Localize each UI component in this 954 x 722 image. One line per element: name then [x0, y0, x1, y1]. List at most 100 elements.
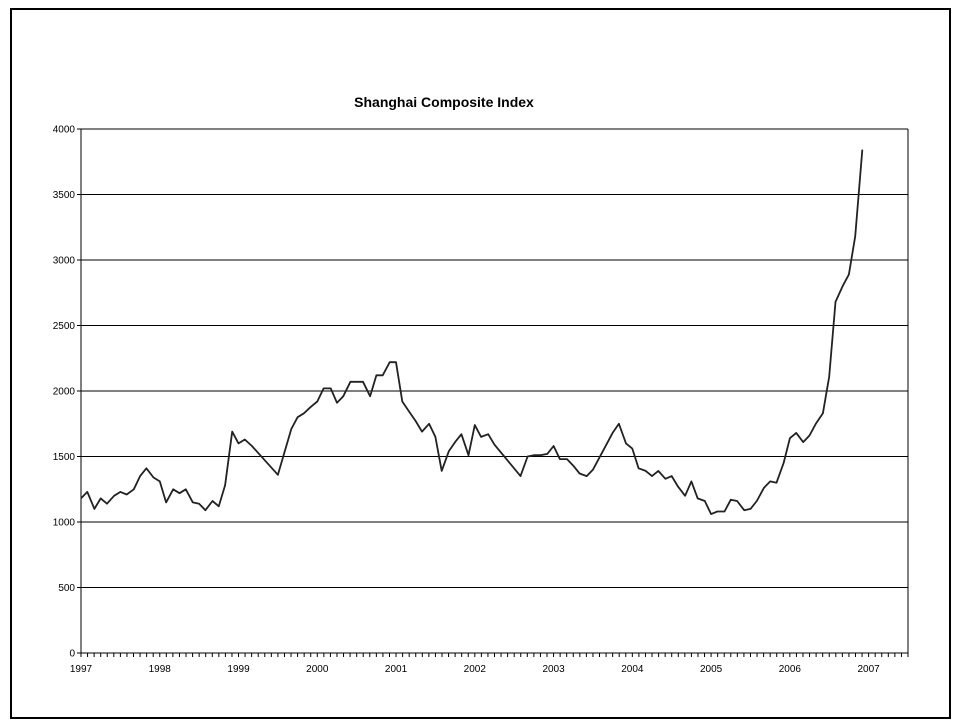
data-point [736, 500, 738, 502]
data-point [342, 395, 344, 397]
data-point [763, 487, 765, 489]
data-point [527, 455, 529, 458]
x-tick-label: 2003 [542, 664, 565, 675]
data-point [428, 423, 430, 425]
data-point [126, 493, 128, 496]
data-point [415, 420, 417, 422]
data-point [369, 395, 371, 397]
data-point [598, 457, 600, 459]
data-point [572, 465, 574, 467]
data-point [336, 402, 338, 404]
data-point [454, 441, 456, 443]
data-point [330, 387, 332, 389]
data-point [100, 497, 102, 499]
data-point [362, 381, 364, 383]
data-point [178, 492, 181, 494]
x-tick-label: 2005 [700, 664, 723, 675]
data-point [618, 423, 620, 425]
data-point [349, 381, 351, 383]
data-point [645, 470, 647, 472]
data-point [389, 361, 391, 363]
data-point [460, 433, 462, 435]
data-point [730, 499, 732, 501]
data-point [434, 436, 436, 438]
data-point [192, 501, 194, 503]
data-point [401, 400, 403, 403]
data-point [480, 436, 482, 438]
data-point [80, 497, 82, 499]
chart-title: Shanghai Composite Index [354, 94, 534, 110]
x-tick-label: 2006 [779, 664, 802, 675]
data-point [303, 412, 305, 414]
data-point [211, 500, 214, 502]
data-point [546, 453, 548, 455]
data-point [795, 432, 797, 434]
data-point [664, 478, 667, 480]
data-point [395, 361, 397, 363]
data-point [539, 454, 541, 456]
data-point [566, 458, 568, 460]
data-point [519, 475, 522, 477]
data-point [861, 149, 863, 151]
data-point [533, 454, 535, 456]
x-tick-label: 2001 [385, 664, 408, 675]
data-point [185, 488, 187, 490]
data-point [448, 450, 450, 452]
x-axis-ticks: 1997 1998 1999 2000 2001 2002 2003 2004 2005 2006… [70, 653, 909, 675]
x-tick-label: 1999 [227, 664, 250, 675]
data-point [133, 488, 135, 490]
data-point [710, 513, 712, 515]
x-tick-label: 1997 [70, 664, 93, 675]
data-point [251, 445, 253, 447]
y-tick-label: 4000 [53, 125, 76, 136]
data-point [323, 387, 325, 389]
data-point [159, 480, 161, 482]
y-tick-label: 1000 [53, 518, 76, 529]
data-point [553, 445, 555, 447]
data-point [356, 381, 358, 383]
y-tick-label: 500 [58, 583, 75, 594]
data-point [671, 475, 673, 477]
data-point [684, 495, 686, 497]
data-point [677, 486, 679, 488]
series-group [80, 149, 864, 516]
series-line [80, 149, 864, 516]
data-point [93, 508, 95, 510]
data-point [789, 437, 791, 439]
data-point [231, 431, 233, 433]
gridlines [81, 128, 908, 588]
data-point [487, 433, 489, 435]
data-point [86, 491, 88, 493]
y-tick-label: 3000 [53, 256, 76, 267]
data-point [310, 406, 312, 408]
data-point [441, 470, 443, 472]
data-point [822, 412, 824, 414]
data-point [119, 491, 121, 493]
y-axis-ticks: 0 500 1000 1500 2000 2500 3000 3500 4000 [53, 125, 81, 660]
data-point [218, 505, 220, 507]
x-tick-label: 2002 [464, 664, 487, 675]
data-point [783, 462, 785, 464]
data-point [592, 469, 594, 471]
chart-svg: Shanghai Composite Index 0 500 1000 1500 200… [53, 94, 909, 675]
data-point [277, 474, 279, 476]
data-point [152, 476, 155, 479]
data-point [198, 503, 200, 505]
data-point [612, 432, 614, 434]
data-point [697, 497, 699, 499]
data-point [690, 480, 693, 482]
data-point [579, 472, 581, 475]
data-point [145, 467, 147, 469]
x-tick-label: 2007 [857, 664, 880, 675]
data-point [842, 285, 844, 287]
data-point [631, 448, 633, 450]
chart-frame: Shanghai Composite Index 0 500 1000 1500 200… [10, 8, 951, 719]
data-point [586, 475, 588, 477]
data-point [769, 480, 771, 482]
data-point [113, 495, 115, 497]
y-tick-label: 1500 [53, 452, 76, 463]
data-point [106, 503, 108, 505]
data-point [165, 501, 167, 503]
data-point [316, 400, 318, 403]
y-tick-label: 2000 [53, 387, 76, 398]
